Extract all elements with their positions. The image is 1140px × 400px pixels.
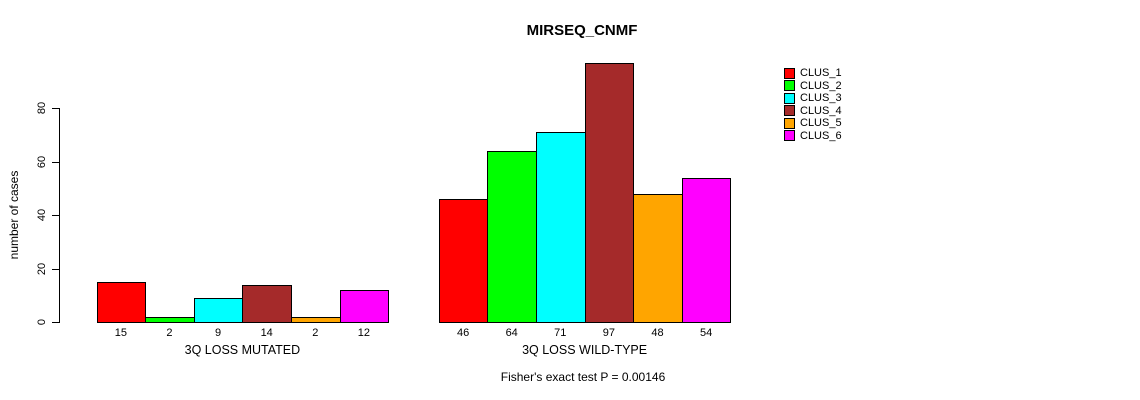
bar <box>487 150 537 323</box>
y-axis-tick-label: 20 <box>36 262 48 275</box>
bar <box>291 316 341 323</box>
y-axis-tick-label: 40 <box>36 208 48 222</box>
bar-value-label: 2 <box>166 327 173 339</box>
bar-value-label: 97 <box>602 327 616 339</box>
legend-item: CLUS_6 <box>784 130 842 143</box>
bar <box>438 198 489 323</box>
bar-value-label: 14 <box>260 327 273 339</box>
bar <box>633 193 683 323</box>
y-axis-tick <box>52 108 59 109</box>
y-axis-line <box>59 108 60 323</box>
y-axis-title: number of cases <box>7 170 21 260</box>
bar <box>339 289 390 323</box>
legend-item: CLUS_2 <box>784 80 842 93</box>
bar <box>193 297 244 323</box>
bar-value-label: 71 <box>554 327 567 339</box>
legend-label: CLUS_4 <box>800 104 842 117</box>
bar-value-label: 9 <box>215 327 222 339</box>
legend-label: CLUS_2 <box>800 79 842 92</box>
legend-item: CLUS_3 <box>784 92 842 105</box>
y-axis-tick <box>52 161 59 163</box>
bar <box>536 132 586 323</box>
y-axis-tick-label: 0 <box>36 318 48 326</box>
bar <box>96 281 147 323</box>
x-axis-category-label: 3Q LOSS MUTATED <box>184 343 301 357</box>
bar-value-label: 2 <box>312 327 319 339</box>
bar <box>681 177 732 323</box>
bar <box>242 284 292 323</box>
bar-value-label: 64 <box>505 327 518 339</box>
legend-label: CLUS_5 <box>800 117 842 130</box>
legend-swatch <box>784 67 795 79</box>
bar-value-label: 46 <box>456 327 470 339</box>
bar <box>584 62 635 323</box>
y-axis-tick <box>52 322 59 323</box>
legend-label: CLUS_6 <box>800 129 842 142</box>
bar <box>145 316 195 323</box>
bar-value-label: 15 <box>114 327 128 339</box>
legend-swatch <box>784 80 795 92</box>
x-axis-category-label: 3Q LOSS WILD-TYPE <box>522 343 648 357</box>
bar-value-label: 54 <box>699 327 713 339</box>
y-axis-tick-label: 60 <box>36 155 48 168</box>
chart-title: MIRSEQ_CNMF <box>526 22 638 39</box>
legend-label: CLUS_1 <box>800 67 842 80</box>
legend-item: CLUS_4 <box>784 105 842 118</box>
fisher-test-annotation: Fisher's exact test P = 0.00146 <box>500 370 666 384</box>
y-axis-tick <box>52 215 59 216</box>
legend-swatch <box>784 130 795 142</box>
legend-label: CLUS_3 <box>800 92 842 105</box>
legend-item: CLUS_5 <box>784 117 842 130</box>
legend-swatch <box>784 92 795 104</box>
y-axis-tick-label: 80 <box>36 101 48 115</box>
legend: CLUS_1 CLUS_2 CLUS_3 CLUS_4 CLUS_5 CLUS_6 <box>784 67 842 142</box>
y-axis-tick <box>52 268 59 270</box>
legend-swatch <box>784 117 795 129</box>
legend-item: CLUS_1 <box>784 67 842 80</box>
bar-value-label: 48 <box>651 327 664 339</box>
bar-value-label: 12 <box>357 327 371 339</box>
legend-swatch <box>784 105 795 117</box>
